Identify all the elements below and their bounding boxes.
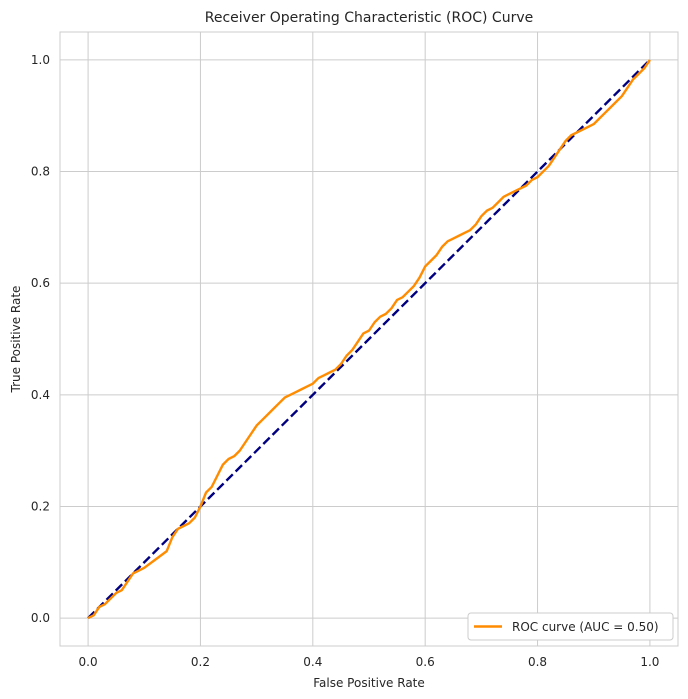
y-axis-label: True Positive Rate	[9, 286, 23, 394]
x-tick-label: 0.0	[79, 655, 98, 669]
y-tick-label: 0.2	[31, 499, 50, 513]
y-tick-labels: 0.0 0.2 0.4 0.6 0.8 1.0	[31, 53, 50, 625]
roc-curve-line	[87, 59, 651, 620]
x-tick-label: 0.2	[191, 655, 210, 669]
y-tick-label: 0.0	[31, 611, 50, 625]
random-classifier-line	[87, 59, 651, 619]
x-tick-label: 0.8	[528, 655, 547, 669]
x-grid-lines	[87, 32, 651, 646]
x-tick-label: 0.4	[303, 655, 322, 669]
legend: ROC curve (AUC = 0.50)	[467, 612, 674, 641]
x-axis-label: False Positive Rate	[313, 676, 425, 690]
legend-label-roc: ROC curve (AUC = 0.50)	[512, 620, 659, 634]
chart-title: Receiver Operating Characteristic (ROC) …	[205, 10, 534, 26]
y-tick-label: 0.4	[31, 388, 50, 402]
y-grid-lines	[60, 59, 678, 619]
legend-box	[467, 612, 674, 641]
y-tick-label: 0.8	[31, 165, 50, 179]
x-tick-labels: 0.0 0.2 0.4 0.6 0.8 1.0	[79, 655, 660, 669]
x-tick-label: 0.6	[416, 655, 435, 669]
y-tick-label: 1.0	[31, 53, 50, 67]
x-tick-label: 1.0	[640, 655, 659, 669]
plot-frame	[59, 31, 679, 647]
y-tick-label: 0.6	[31, 276, 50, 290]
